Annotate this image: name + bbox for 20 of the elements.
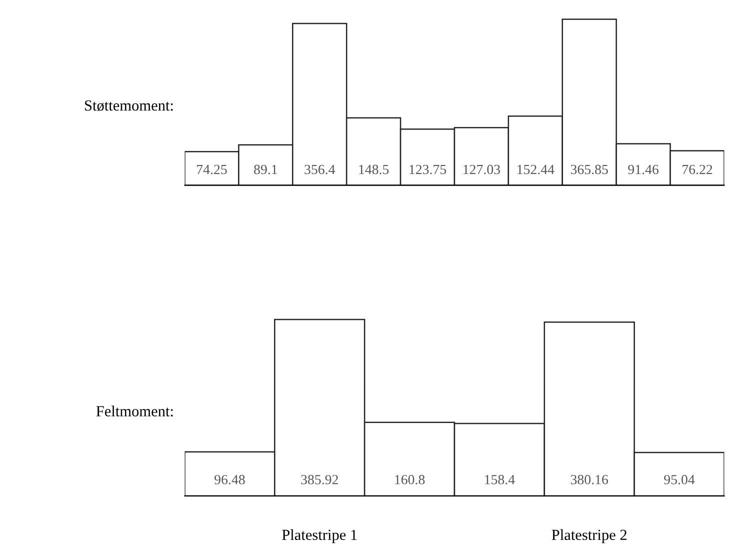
text: Platestripe 2 [552, 529, 626, 544]
data-label: 160.8 [395, 474, 425, 484]
data-label: 385.92 [301, 474, 338, 484]
data-label: 380.16 [570, 474, 608, 484]
data-label: 96.48 [214, 474, 245, 484]
data-label: 95.04 [664, 474, 695, 484]
data-label: 89.1 [254, 164, 277, 174]
data-label: 127.03 [464, 164, 500, 174]
data-label: 123.75 [410, 164, 446, 174]
y-axis-title: Støttemoment: [85, 100, 173, 112]
data-label: 91.46 [628, 164, 659, 174]
data-label: 76.22 [682, 164, 712, 174]
data-label: 158.4 [485, 474, 515, 484]
text: Platestripe 1 [282, 529, 357, 544]
y-axis-title: Feltmoment: [96, 406, 173, 416]
data-label: 356.4 [304, 164, 336, 174]
data-label: 74.25 [197, 164, 227, 174]
data-label: 152.44 [518, 164, 554, 174]
data-label: 148.5 [359, 164, 389, 174]
data-label: 365.85 [570, 164, 608, 174]
